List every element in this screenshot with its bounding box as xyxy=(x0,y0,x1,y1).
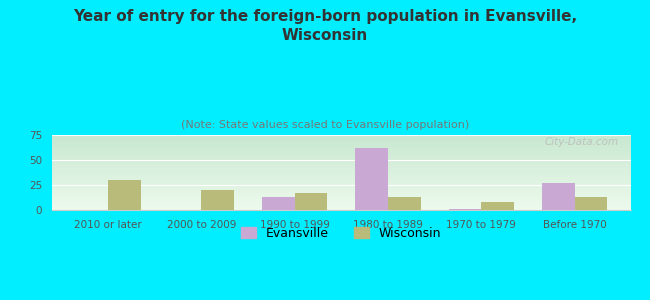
Bar xyxy=(388,197,421,210)
Bar xyxy=(356,148,388,210)
Bar xyxy=(108,180,140,210)
Bar xyxy=(202,190,234,210)
Bar xyxy=(448,209,481,210)
Bar xyxy=(481,202,514,210)
Text: (Note: State values scaled to Evansville population): (Note: State values scaled to Evansville… xyxy=(181,120,469,130)
Bar xyxy=(542,183,575,210)
Bar xyxy=(262,197,294,210)
Bar xyxy=(294,193,327,210)
Text: Year of entry for the foreign-born population in Evansville,
Wisconsin: Year of entry for the foreign-born popul… xyxy=(73,9,577,43)
Text: City-Data.com: City-Data.com xyxy=(545,137,619,147)
Bar xyxy=(575,197,607,210)
Legend: Evansville, Wisconsin: Evansville, Wisconsin xyxy=(241,227,441,240)
